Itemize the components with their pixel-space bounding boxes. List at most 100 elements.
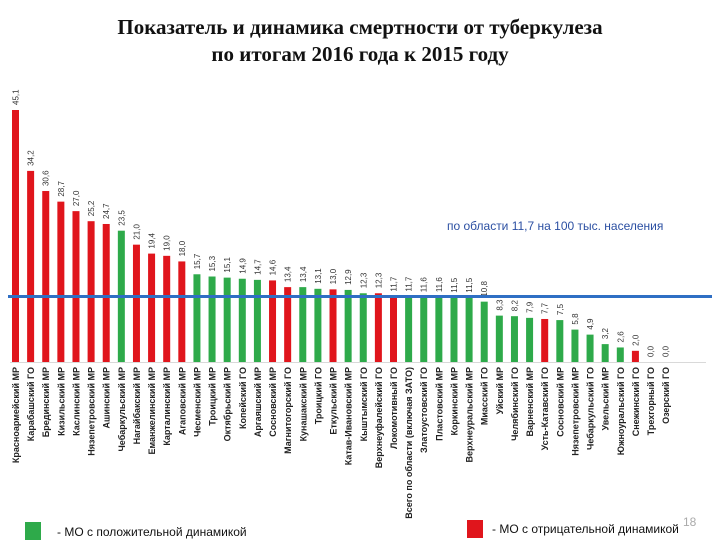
- category-label: Нагайбакский МР: [132, 367, 142, 444]
- bar: [269, 280, 277, 362]
- bar-value-label: 10,8: [480, 281, 489, 297]
- category-label: Нязепетровский МР: [570, 367, 580, 456]
- bar: [284, 287, 292, 362]
- bar: [601, 344, 609, 362]
- bar: [299, 287, 307, 362]
- bar-value-label: 13,0: [329, 268, 338, 284]
- bar-value-label: 3,2: [601, 327, 610, 339]
- category-label: Озерский ГО: [661, 367, 671, 424]
- category-label: Троицкий ГО: [313, 367, 323, 424]
- bar: [435, 297, 443, 362]
- bar-value-label: 14,9: [238, 258, 247, 274]
- bar-value-label: 11,7: [390, 276, 399, 292]
- chart-title: Показатель и динамика смертности от тубе…: [0, 14, 720, 68]
- category-label: Южноуральский ГО: [616, 367, 626, 455]
- category-label: Магнитогорский ГО: [283, 367, 293, 454]
- bar-value-label: 13,4: [284, 266, 293, 282]
- category-label: Пластовский МР: [434, 367, 444, 441]
- bar-value-label: 13,4: [299, 266, 308, 282]
- bar: [42, 191, 50, 362]
- bar-value-label: 0,0: [647, 345, 656, 357]
- category-label: Карталинский МР: [162, 367, 172, 446]
- bar: [359, 293, 367, 362]
- category-label: Уйский МР: [495, 367, 505, 414]
- bar-value-label: 18,0: [178, 240, 187, 256]
- bar-value-label: 14,7: [253, 259, 262, 275]
- category-label: Еманжелинский МР: [147, 367, 157, 455]
- bar: [87, 221, 95, 362]
- category-label: Снежинский ГО: [631, 367, 641, 436]
- bar: [390, 296, 397, 362]
- bar-value-label: 11,7: [405, 276, 414, 292]
- category-label: Чебаркульский ГО: [586, 367, 596, 450]
- category-label: Чебаркульский МР: [117, 367, 127, 452]
- bar-value-label: 0,0: [662, 345, 671, 357]
- bar-value-label: 34,2: [27, 150, 36, 166]
- bar-value-label: 12,3: [374, 272, 383, 288]
- bar: [495, 315, 503, 362]
- bar: [27, 170, 35, 362]
- bar: [193, 274, 201, 362]
- category-label: Варненский МР: [525, 367, 535, 436]
- legend-positive-label: - МО с положительной динамикой: [57, 525, 247, 539]
- bar-value-label: 28,7: [57, 181, 66, 197]
- bar: [344, 289, 352, 362]
- category-label: Челябинский ГО: [510, 367, 520, 441]
- bar: [450, 297, 458, 362]
- bar-value-label: 15,7: [193, 253, 202, 269]
- category-label: Сосновский МР: [268, 367, 278, 437]
- bar: [631, 350, 639, 362]
- bar: [238, 278, 246, 362]
- category-label: Нязепетровский МР: [87, 367, 97, 456]
- category-label: Увельский МР: [601, 367, 611, 431]
- bar: [510, 316, 518, 362]
- page-number: 18: [683, 515, 697, 529]
- bar-value-label: 27,0: [72, 190, 81, 206]
- bar: [208, 276, 216, 362]
- bar-value-label: 7,5: [556, 303, 565, 315]
- bar-value-label: 11,5: [465, 277, 474, 293]
- bar-value-label: 7,9: [526, 301, 535, 313]
- category-label: Локомотивный ГО: [389, 367, 399, 449]
- bar-value-label: 45,1: [12, 89, 21, 105]
- bar: [526, 317, 534, 362]
- bar: [57, 201, 65, 362]
- bar: [374, 293, 382, 362]
- bar-value-label: 8,3: [495, 299, 504, 311]
- bar-value-label: 12,9: [344, 269, 353, 285]
- category-label: Октябрьский МР: [223, 367, 233, 441]
- bar: [223, 277, 231, 362]
- bar-value-label: 13,1: [314, 268, 323, 284]
- category-label: Карабашский ГО: [26, 367, 36, 441]
- category-label: Чесменский МР: [192, 367, 202, 437]
- bar-value-label: 11,6: [435, 277, 444, 293]
- bar: [556, 320, 564, 362]
- category-label: Кунашакский МР: [298, 367, 308, 441]
- bar-value-label: 23,5: [117, 210, 126, 226]
- category-label: Миасский ГО: [480, 367, 490, 425]
- category-label: Катав-Ивановский МР: [344, 367, 354, 465]
- bar-value-label: 8,2: [510, 300, 519, 312]
- legend-positive-swatch: [25, 522, 41, 540]
- bar-value-label: 2,6: [616, 331, 625, 343]
- bar-value-label: 12,3: [359, 272, 368, 288]
- category-label: Аргаяшский МР: [253, 367, 263, 437]
- bar-value-label: 5,8: [571, 313, 580, 325]
- bar: [314, 288, 322, 362]
- bar: [541, 318, 549, 362]
- bar-value-label: 11,5: [450, 277, 459, 293]
- category-label: Троицкий МР: [208, 367, 218, 426]
- category-label: Еткульский МР: [329, 367, 339, 435]
- bar-value-label: 15,3: [208, 255, 217, 271]
- bar-value-label: 24,7: [102, 203, 111, 219]
- category-label: Коркинский МР: [449, 367, 459, 436]
- bar: [616, 347, 624, 362]
- category-label: Трехгорный ГО: [646, 367, 656, 435]
- category-label: Сосновский МР: [555, 367, 565, 437]
- bar: [465, 297, 473, 362]
- category-label: Брединский МР: [41, 367, 51, 437]
- category-label: Златоустовский ГО: [419, 367, 429, 453]
- bar: [72, 211, 80, 362]
- category-label: Красноармейский МР: [11, 367, 21, 463]
- bar: [132, 244, 140, 362]
